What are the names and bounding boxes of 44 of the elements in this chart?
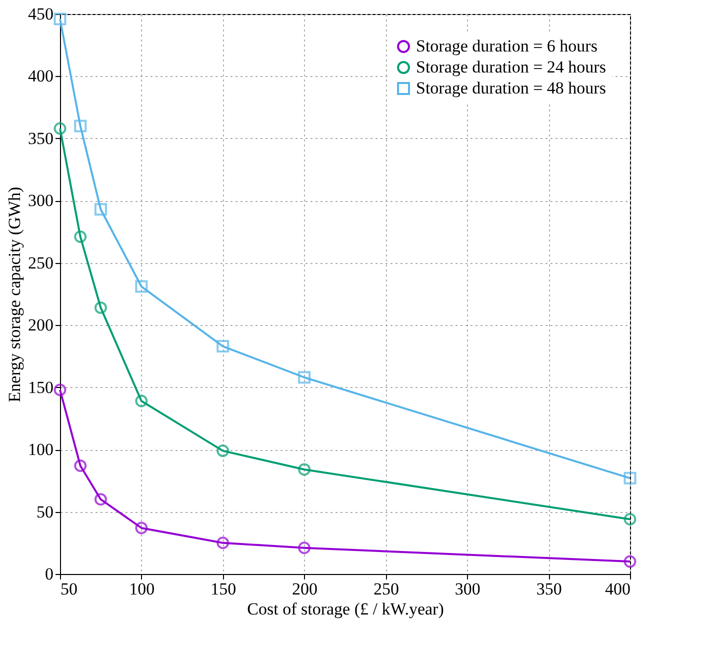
y-tick-label: 300: [28, 191, 54, 210]
point: [54, 122, 66, 135]
point: [74, 120, 87, 132]
y-tick-label: 400: [28, 66, 54, 86]
y-tick-label: 0: [45, 564, 54, 584]
point: [216, 444, 230, 458]
point: [624, 472, 636, 484]
x-tick-label: 400: [605, 580, 630, 598]
x-tick-label: 250: [373, 580, 399, 598]
y-tick-label: 50: [36, 502, 54, 522]
point: [298, 463, 311, 476]
point: [74, 230, 87, 243]
legend-label: Storage duration = 6 hours: [416, 36, 598, 56]
y-tick-label: 100: [28, 440, 54, 460]
point: [216, 340, 230, 353]
x-axis-title: Cost of storage (£ / kW.year): [247, 600, 444, 618]
point: [624, 513, 636, 526]
point: [135, 394, 148, 408]
x-tick-label: 100: [129, 580, 155, 598]
point: [298, 371, 311, 384]
point: [54, 384, 66, 396]
point: [135, 522, 148, 534]
point: [624, 555, 636, 568]
y-tick-label: 350: [28, 128, 54, 148]
x-tick-label: 350: [536, 580, 562, 598]
x-tick-label: 150: [210, 580, 236, 598]
point: [298, 542, 311, 554]
y-axis-title: Energy storage capacity (GWh): [5, 186, 24, 402]
point: [94, 203, 107, 216]
x-tick-label: 50: [60, 580, 78, 598]
point: [216, 536, 230, 550]
x-tick-label: 200: [292, 580, 318, 598]
y-tick-label: 250: [28, 253, 54, 272]
point: [74, 460, 87, 472]
x-tick-label: 300: [454, 580, 480, 598]
point: [54, 12, 66, 26]
point: [94, 493, 107, 506]
point: [94, 301, 107, 314]
point: [135, 280, 148, 293]
y-tick-label: 150: [28, 378, 54, 397]
y-tick-label: 200: [28, 316, 54, 335]
legend-label: Storage duration = 24 hours: [416, 58, 606, 76]
legend-label: Storage duration = 48 hours: [416, 78, 606, 98]
y-tick-label: 450: [28, 4, 54, 24]
